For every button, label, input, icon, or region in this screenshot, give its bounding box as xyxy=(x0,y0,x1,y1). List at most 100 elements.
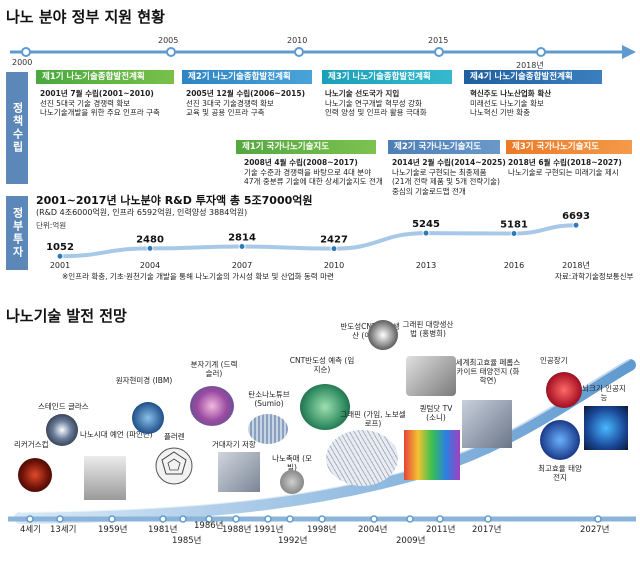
axis-year-1998: 1998년 xyxy=(307,525,337,535)
investment-year-2001: 2001 xyxy=(50,261,70,270)
cnt-prediction-image xyxy=(300,384,350,430)
plan-3-desc: 나노기술 선도국가 지입 나노기술 연구개발 혁무성 강화 인력 양성 및 인프라 … xyxy=(325,89,427,117)
cnt-mass-image xyxy=(368,320,398,350)
year-2010: 2010 xyxy=(287,36,308,45)
feature-artificial-organ-label: 인공장기 xyxy=(540,356,568,365)
graphene-image xyxy=(326,430,398,486)
axis-year-1981: 1981년 xyxy=(148,525,178,535)
nanocatalyst-image xyxy=(280,470,304,494)
investment-value-2016: 5181 xyxy=(500,220,528,231)
roadmap-2-bar: 제2기 국가나노기술지도 xyxy=(388,140,500,154)
feature-brain-ai-label: 뇌크기 인공지능 xyxy=(582,384,626,402)
feature-qdtv-label: 퀀텀닷 TV (소니) xyxy=(419,404,453,422)
investment-label: 정부투자 xyxy=(6,196,28,270)
investment-point-2001 xyxy=(56,252,64,260)
investment-point-2018년 xyxy=(572,221,580,229)
investment-year-2016: 2016 xyxy=(504,261,524,270)
feature-graphene-mass-label: 그래핀 대량생산법 (홍병희) xyxy=(402,320,454,338)
roadmap-3-desc: 2018년 6월 수립(2018~2027) 나노기술로 구현되는 미래기술 제시 xyxy=(508,158,622,177)
stained-glass-image xyxy=(46,414,78,446)
feature-afm-label: 원자현미경 (IBM) xyxy=(115,376,173,385)
invest-unit: 단위:억원 xyxy=(36,221,67,230)
feature-feynman-label: 나노시대 예언 (파인만) xyxy=(80,430,153,439)
qdtv-image xyxy=(404,430,460,480)
investment-year-2018년: 2018년 xyxy=(562,260,590,270)
timeline-axis xyxy=(8,515,636,523)
axis-year-2011: 2011년 xyxy=(426,525,456,535)
investment-point-2010 xyxy=(330,245,338,253)
feature-cnt-prediction-label: CNT반도성 예측 (임지순) xyxy=(289,356,355,374)
axis-year-1992: 1992년 xyxy=(278,536,308,546)
feature-stained-glass-label: 스테인드 글라스 xyxy=(38,402,89,411)
year-2005: 2005 xyxy=(158,36,179,45)
investment-value-2013: 5245 xyxy=(412,219,440,230)
feature-molecular-machine-label: 분자기계 (드렉슬러) xyxy=(190,360,238,378)
year-2000: 2000 xyxy=(12,58,33,67)
plan-4-desc: 혁신주도 나노산업화 확산 미래선도 나노기술 확보 나노혁신 기반 확충 xyxy=(470,89,552,117)
investment-point-2007 xyxy=(238,243,246,251)
roadmap-2-desc: 2014년 2월 수립(2014~2025) 나노기술로 구현되는 최종제품 (21… xyxy=(392,158,506,196)
investment-value-2018년: 6693 xyxy=(562,211,590,222)
perovskite-image xyxy=(462,400,512,448)
feature-solar-label: 최고효율 태양전지 xyxy=(538,464,582,482)
brain-ai-image xyxy=(584,406,628,450)
axis-year-1986: 1986년 xyxy=(194,521,224,531)
solar-cell-image xyxy=(540,420,580,460)
investment-value-2001: 1052 xyxy=(46,242,74,253)
graphene-mass-image xyxy=(406,356,456,396)
investment-year-2010: 2010 xyxy=(324,261,344,270)
plan-2-bar: 제2기 나노기술종합발전계획 xyxy=(182,70,312,84)
roadmap-1-bar: 제1기 국가나노기술지도 xyxy=(236,140,376,154)
investment-point-2013 xyxy=(422,229,430,237)
axis-year-2017: 2017년 xyxy=(472,525,502,535)
axis-year-1991: 1991년 xyxy=(254,525,284,535)
section-title-support: 나노 분야 정부 지원 현황 xyxy=(6,8,165,26)
molecular-machine-image xyxy=(190,386,234,426)
feature-nanocatalyst-label: 나노촉매 (모빌) xyxy=(272,454,312,472)
axis-year-1985: 1985년 xyxy=(172,536,202,546)
fullerene-image xyxy=(155,447,193,485)
axis-year-2009: 2009년 xyxy=(396,536,426,546)
feature-gmr-label: 거대자기 저항 xyxy=(212,440,256,449)
invest-footnote: ※인프라 확충, 기초·원천기술 개발을 통해 나노기술의 가시성 확보 및 산… xyxy=(62,272,334,281)
axis-year-2027: 2027년 xyxy=(580,525,610,535)
year-2018: 2018년 xyxy=(516,61,544,70)
afm-image xyxy=(132,402,164,434)
axis-year-1988: 1988년 xyxy=(222,525,252,535)
invest-source: 자료:과학기술정보통신부 xyxy=(555,272,634,281)
invest-subtitle: (R&D 4조6000억원, 인프라 6592억원, 인력양성 3884억원) xyxy=(36,208,248,217)
axis-year-2004: 2004년 xyxy=(358,525,388,535)
investment-year-2013: 2013 xyxy=(416,261,436,270)
investment-year-2004: 2004 xyxy=(140,261,160,270)
investment-year-2007: 2007 xyxy=(232,261,252,270)
plan-3-bar: 제3기 나노기술종합발전계획 xyxy=(322,70,452,84)
roadmap-3-bar: 제3기 국가나노기술지도 xyxy=(506,140,632,154)
year-2015: 2015 xyxy=(428,36,449,45)
investment-value-2004: 2480 xyxy=(136,234,164,245)
invest-title: 2001~2017년 나노분야 R&D 투자액 총 5조7000억원 xyxy=(36,194,313,207)
feature-lycurgus-cup-label: 리커거스컵 xyxy=(14,440,49,449)
feature-fullerene-label: 플러렌 xyxy=(164,432,185,441)
axis-year-13c: 13세기 xyxy=(50,525,77,535)
feature-graphene-label: 그래핀 (가임, 노보셀로프) xyxy=(340,410,406,428)
policy-label: 정책수립 xyxy=(6,72,28,184)
investment-point-2004 xyxy=(146,244,154,252)
roadmap-1-desc: 2008년 4월 수립(2008~2017) 기술 수준과 경쟁력을 바탕으로 4… xyxy=(244,158,383,186)
gmr-image xyxy=(218,452,260,492)
plan-1-bar: 제1기 나노기술종합발전계획 xyxy=(36,70,174,84)
artificial-organ-image xyxy=(546,372,582,408)
plan-4-bar: 제4기 나노기술종합발전계획 xyxy=(464,70,602,84)
investment-value-2007: 2814 xyxy=(228,233,256,244)
lycurgus-cup-image xyxy=(18,458,52,492)
plan-2-desc: 2005년 12월 수립(2006~2015) 선진 3대국 기술경쟁력 확보 교육… xyxy=(186,89,306,117)
investment-point-2016 xyxy=(510,230,518,238)
feature-perovskite-label: 세계최고효율 페롭스카이트 태양전지 (화학연) xyxy=(455,358,521,385)
investment-value-2010: 2427 xyxy=(320,235,348,246)
section-title-outlook: 나노기술 발전 전망 xyxy=(6,307,127,325)
investment-line-chart: 1052 2001 2480 2004 2814 2007 2427 2010 5245 2013… xyxy=(46,211,590,270)
feynman-photo xyxy=(84,456,126,500)
plan-1-desc: 2001년 7월 수립(2001~2010) 선진 5대국 기술 경쟁력 확보 나노… xyxy=(40,89,160,117)
feature-cnt-label: 탄소나노튜브 (Sumio) xyxy=(248,390,290,408)
main-timeline-arrow xyxy=(10,45,636,59)
cnt-image xyxy=(248,414,288,444)
